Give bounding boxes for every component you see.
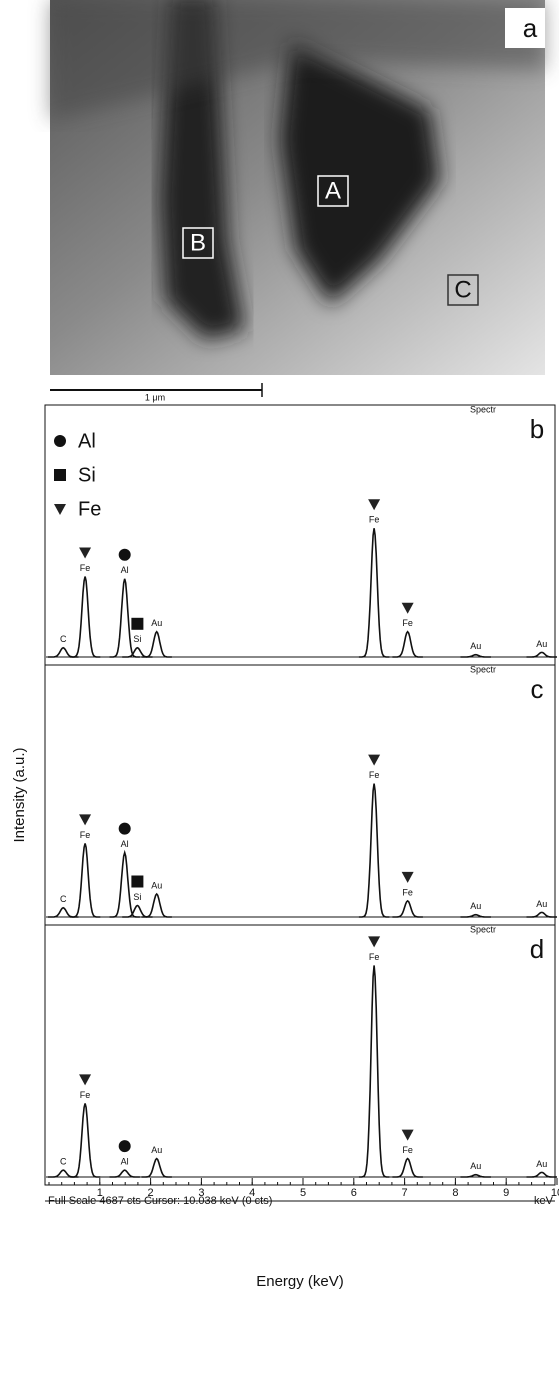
x-tick-label: 1 xyxy=(97,1187,103,1199)
peak-marker xyxy=(79,814,92,826)
peak xyxy=(392,1157,423,1178)
y-axis-label: Intensity (a.u.) xyxy=(11,747,28,842)
peak-label: Fe xyxy=(80,830,91,840)
peak xyxy=(460,913,491,918)
legend-label: Al xyxy=(78,430,96,452)
peak xyxy=(109,1169,140,1178)
peak xyxy=(358,783,390,918)
peak-marker xyxy=(131,617,144,630)
peak-label: Fe xyxy=(402,887,413,897)
spectrum-label: Spectr xyxy=(470,924,496,934)
panel-letter: c xyxy=(531,674,544,704)
legend-marker xyxy=(54,469,66,481)
peak xyxy=(141,892,172,918)
peak xyxy=(69,1103,101,1178)
region-label: A xyxy=(325,177,341,204)
peak-label: Al xyxy=(121,839,129,849)
x-tick-label: 9 xyxy=(503,1187,509,1199)
peak-marker xyxy=(79,1074,92,1086)
peak-label: Fe xyxy=(369,770,380,780)
peak-label: Au xyxy=(151,1145,162,1155)
region-label: B xyxy=(190,229,206,256)
peak xyxy=(358,528,390,658)
x-tick-label: 3 xyxy=(198,1187,204,1199)
peak-label: Fe xyxy=(80,1090,91,1100)
legend-label: Si xyxy=(78,464,96,486)
peak-marker xyxy=(368,499,381,511)
peak-label: Au xyxy=(536,899,547,909)
x-tick-label: 8 xyxy=(452,1187,458,1199)
x-tick-label: 2 xyxy=(148,1187,154,1199)
peak xyxy=(460,1173,491,1178)
peak-label: Fe xyxy=(402,618,413,628)
x-tick-label: 10 xyxy=(551,1187,559,1199)
peak xyxy=(48,1169,79,1178)
peak xyxy=(460,653,491,658)
peak-label: Al xyxy=(121,1156,129,1166)
peak xyxy=(122,646,153,658)
legend-marker xyxy=(54,435,66,447)
peak-label: Au xyxy=(536,1159,547,1169)
peak xyxy=(109,578,140,658)
x-tick-label: 6 xyxy=(351,1187,357,1199)
panel-letter: d xyxy=(530,934,544,964)
peak-marker xyxy=(401,1129,414,1141)
peak-marker xyxy=(118,1140,131,1153)
peak xyxy=(526,1171,557,1178)
peak-marker xyxy=(401,602,414,614)
peak-label: Si xyxy=(133,892,141,902)
peak-label: Fe xyxy=(369,952,380,962)
peak-marker xyxy=(368,754,381,766)
x-tick-label: 4 xyxy=(249,1187,255,1199)
sem-image: B A C a 1 μm xyxy=(50,0,545,402)
panel-frame xyxy=(44,924,556,1186)
region-label: C xyxy=(454,276,471,303)
peak xyxy=(141,1157,172,1178)
peak-marker xyxy=(79,547,92,559)
spectrum-label: Spectr xyxy=(470,404,496,414)
peak-label: Au xyxy=(151,880,162,890)
peak-label: Au xyxy=(151,618,162,628)
peak xyxy=(69,576,101,658)
peak-label: Si xyxy=(133,634,141,644)
peak-marker xyxy=(368,936,381,948)
peak-marker xyxy=(131,875,144,888)
peak xyxy=(48,906,79,918)
peak-label: Au xyxy=(470,641,481,651)
peak xyxy=(122,904,153,918)
peak xyxy=(141,630,172,658)
peak xyxy=(48,646,79,658)
x-tick-label: 5 xyxy=(300,1187,306,1199)
peak xyxy=(109,849,140,918)
peak xyxy=(358,965,390,1178)
peak-label: Fe xyxy=(80,563,91,573)
peak-marker xyxy=(401,871,414,883)
panel-letter: b xyxy=(530,414,544,444)
peak xyxy=(392,630,423,658)
peak-label: Au xyxy=(470,901,481,911)
peak-label: Au xyxy=(470,1161,481,1171)
spectrum-label: Spectr xyxy=(470,664,496,674)
legend-label: Fe xyxy=(78,498,101,520)
peak-label: Fe xyxy=(402,1145,413,1155)
x-axis-label: Energy (keV) xyxy=(256,1273,344,1290)
peak-marker xyxy=(118,548,131,561)
peak xyxy=(69,843,101,918)
peak xyxy=(526,651,557,658)
scale-bar-label: 1 μm xyxy=(145,392,165,402)
peak-label: Au xyxy=(536,639,547,649)
peak-label: C xyxy=(60,634,67,644)
peak xyxy=(526,911,557,918)
peak xyxy=(392,899,423,918)
peak-label: C xyxy=(60,894,67,904)
peak-label: Fe xyxy=(369,515,380,525)
panel-letter: a xyxy=(523,13,538,43)
peak-label: C xyxy=(60,1156,67,1166)
panel-frame xyxy=(44,404,556,666)
peak-label: Al xyxy=(121,565,129,575)
legend-marker xyxy=(54,504,66,515)
peak-marker xyxy=(118,822,131,835)
x-tick-label: 7 xyxy=(402,1187,408,1199)
